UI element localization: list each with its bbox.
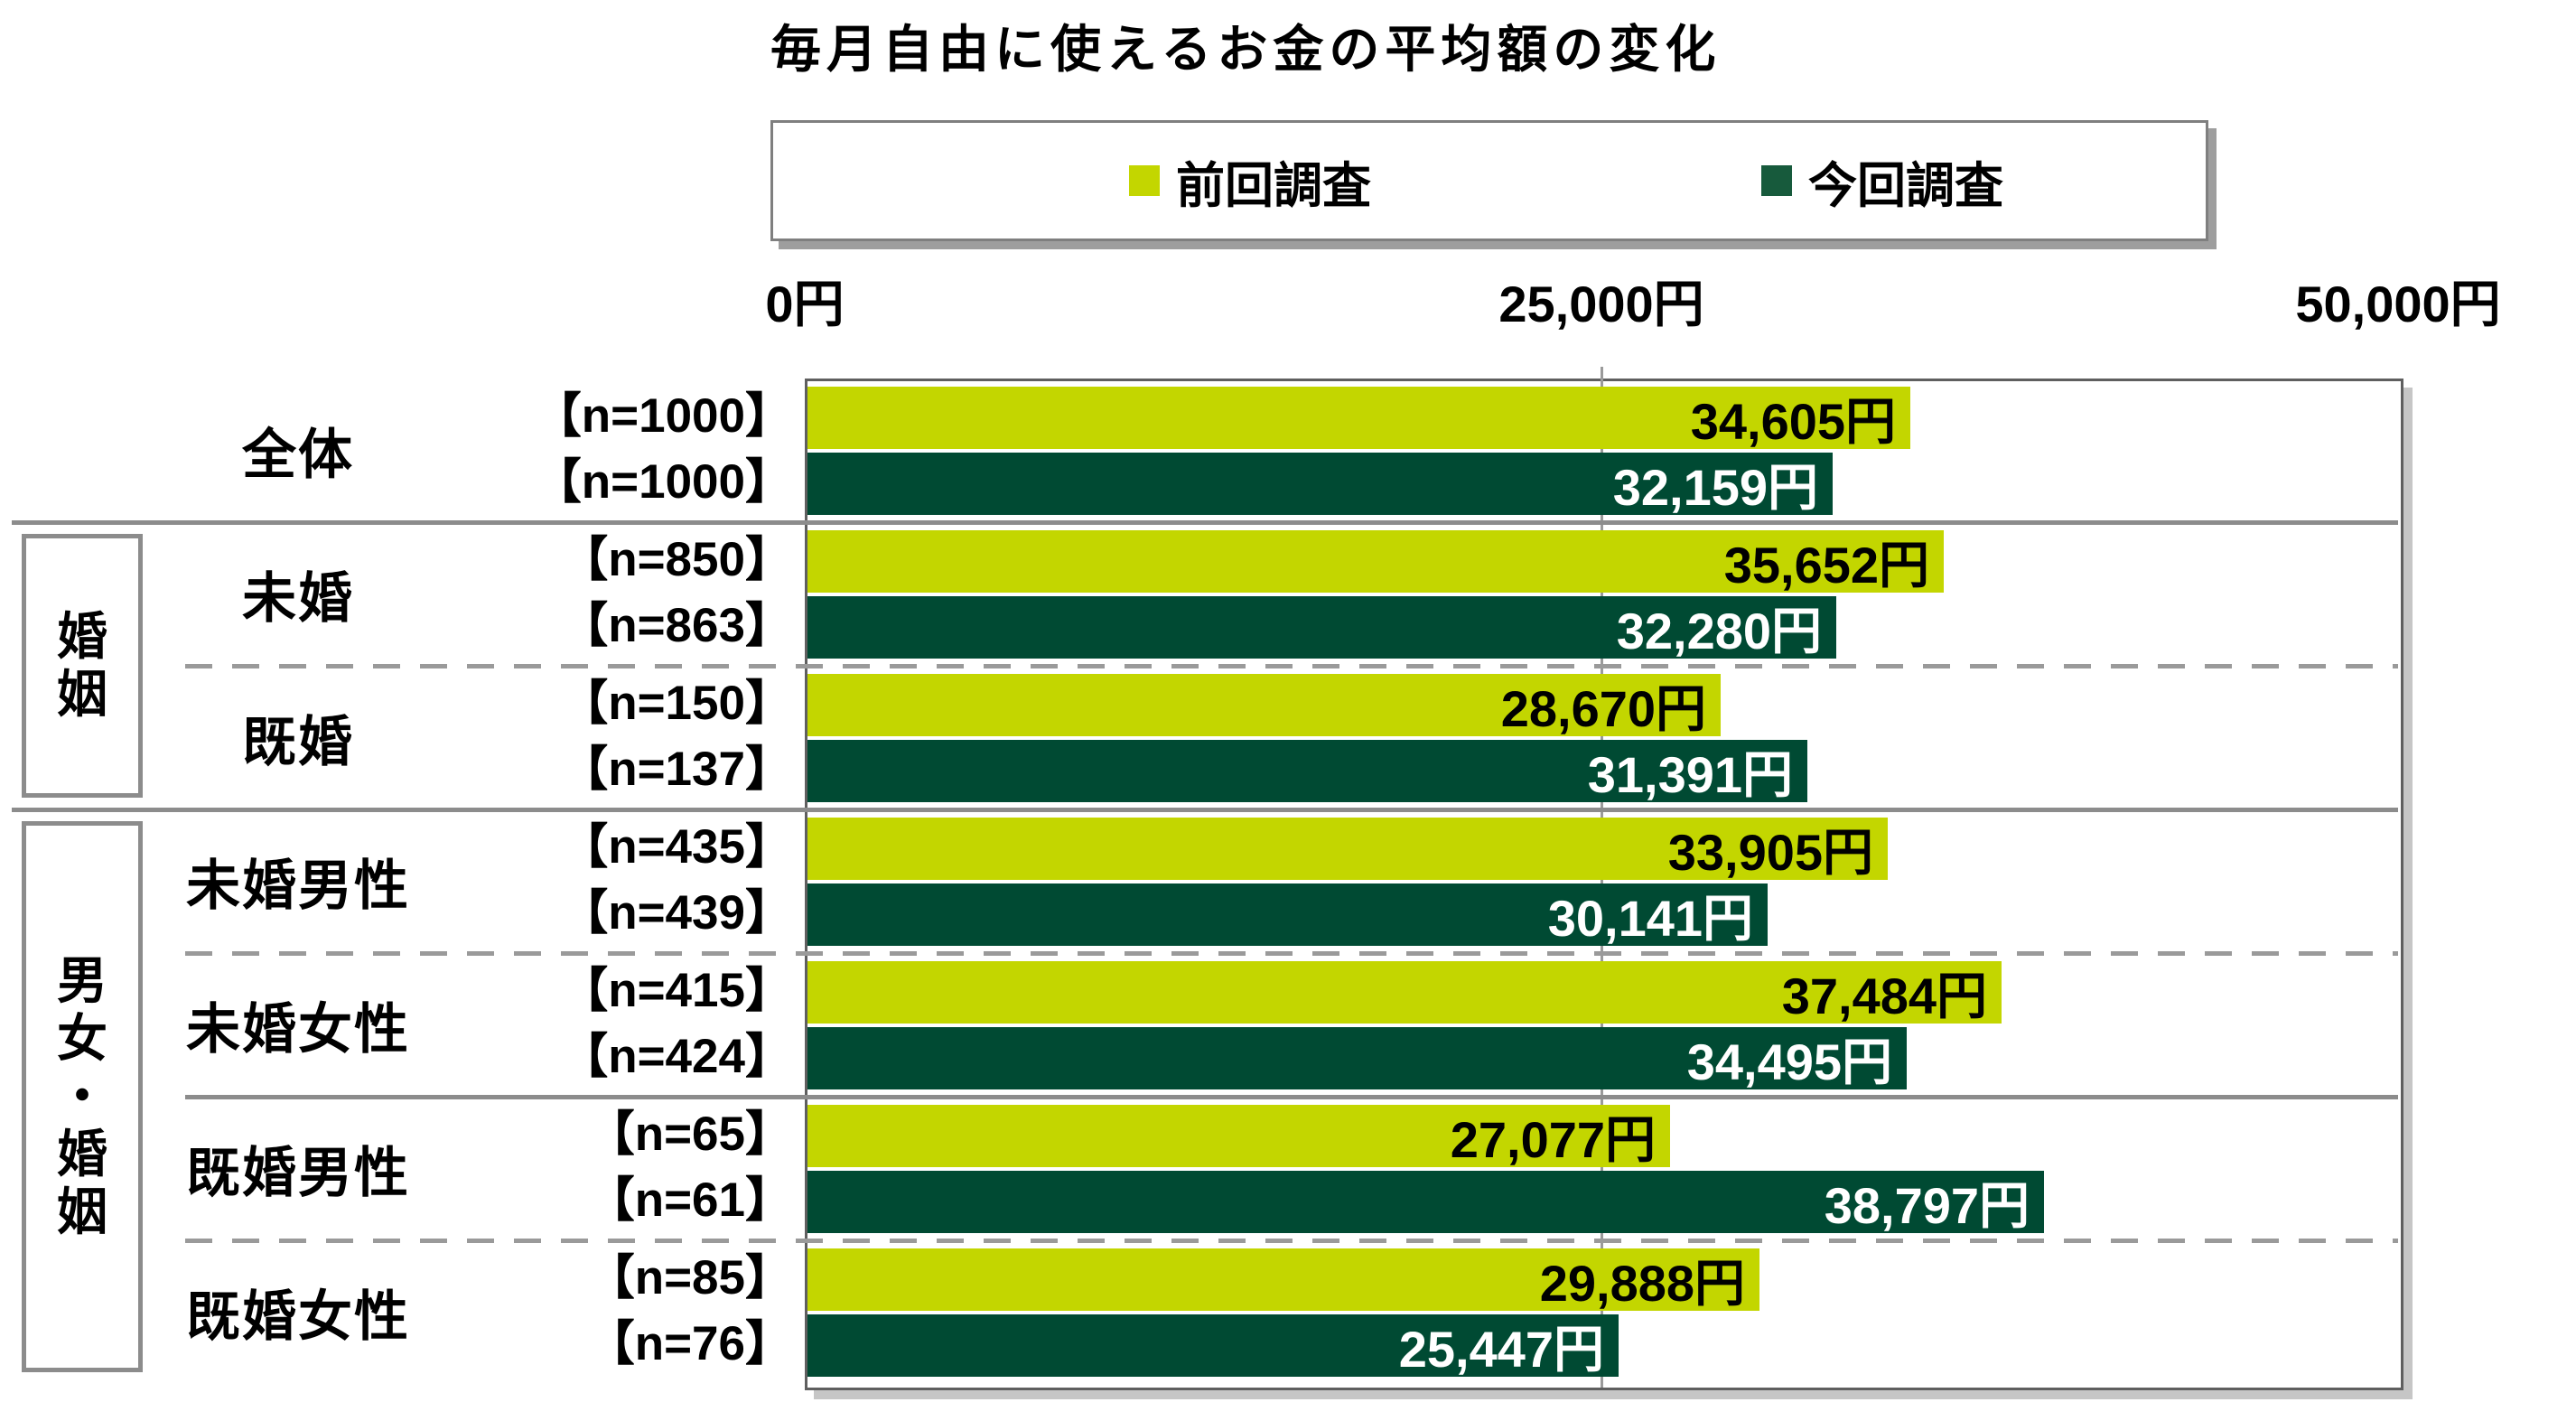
x-axis-tick-25000: 25,000円 [1498,276,1704,332]
group-box-0-char-1: 姻 [57,666,107,723]
category-label-0: 全体 [242,425,354,485]
category-label-1: 未婚 [242,568,354,629]
group-box-0-char-0: 婚 [57,608,107,665]
separator-4 [185,1095,2398,1099]
bar-previous-4: 37,484円 [807,961,2002,1024]
chart-title: 毎月自由に使えるお金の平均額の変化 [770,21,1722,78]
group-box-1-char-2: ・ [57,1068,107,1125]
bar-value-current-6: 25,447円 [1398,1321,1604,1378]
group-box-1: 男女・婚姻 [22,821,143,1372]
bar-value-current-1: 32,280円 [1616,603,1822,659]
bar-value-previous-1: 35,652円 [1723,537,1929,594]
n-label-current-4: 【n=424】 [560,1030,793,1083]
group-box-1-char-4: 姻 [57,1183,107,1240]
n-label-previous-4: 【n=415】 [560,964,793,1017]
n-label-current-0: 【n=1000】 [533,455,793,509]
separator-3 [185,951,2398,956]
x-axis-tick-0: 0円 [765,276,845,332]
plot-area: 34,605円 32,159円 35,652円 32,280円 28,670円 31,39… [805,367,2403,1390]
n-label-current-1: 【n=863】 [560,599,793,652]
bar-current-4: 34,495円 [807,1027,1907,1090]
category-label-2: 既婚 [242,712,354,772]
n-label-previous-5: 【n=65】 [586,1108,793,1161]
bar-current-3: 30,141円 [807,883,1768,947]
separator-5 [185,1239,2398,1243]
legend-swatch-previous-icon [1129,165,1160,196]
legend-box: 前回調査 今回調査 [770,120,2208,241]
legend-label-previous: 前回調査 [1176,158,1371,213]
bar-value-current-0: 32,159円 [1612,459,1818,516]
group-box-1-char-0: 男 [57,952,107,1009]
x-axis-tick-50000: 50,000円 [2295,276,2501,332]
bar-value-previous-5: 27,077円 [1450,1111,1656,1168]
separator-1 [185,664,2398,668]
n-label-previous-1: 【n=850】 [560,533,793,586]
category-label-6: 既婚女性 [186,1286,410,1347]
n-label-previous-3: 【n=435】 [560,820,793,874]
n-label-previous-0: 【n=1000】 [533,389,793,443]
bar-previous-6: 29,888円 [807,1248,1759,1312]
category-label-3: 未婚男性 [186,855,410,916]
bar-previous-5: 27,077円 [807,1105,1670,1168]
bar-value-previous-4: 37,484円 [1781,968,1987,1024]
separator-2 [12,808,2398,812]
legend-item-previous: 前回調査 [1129,123,1371,238]
bar-value-current-4: 34,495円 [1686,1033,1892,1090]
bar-previous-0: 34,605円 [807,387,1910,450]
n-label-current-5: 【n=61】 [586,1173,793,1227]
n-label-current-6: 【n=76】 [586,1317,793,1370]
bar-current-6: 25,447円 [807,1314,1619,1378]
category-label-4: 未婚女性 [186,999,410,1060]
bar-current-1: 32,280円 [807,596,1836,659]
bar-previous-2: 28,670円 [807,674,1721,737]
group-box-1-char-1: 女 [57,1010,107,1067]
bar-value-previous-3: 33,905円 [1667,824,1873,881]
bar-value-current-3: 30,141円 [1547,890,1753,947]
group-box-1-char-3: 婚 [57,1126,107,1183]
n-label-current-2: 【n=137】 [560,743,793,796]
n-label-previous-2: 【n=150】 [560,677,793,730]
category-label-5: 既婚男性 [186,1143,410,1203]
bar-current-0: 32,159円 [807,453,1833,516]
legend-swatch-current-icon [1761,165,1792,196]
bar-value-current-2: 31,391円 [1587,746,1793,803]
bar-value-current-5: 38,797円 [1824,1177,2030,1234]
legend-label-current: 今回調査 [1808,158,2003,213]
bar-current-5: 38,797円 [807,1171,2044,1234]
bar-value-previous-0: 34,605円 [1690,393,1896,450]
legend-item-current: 今回調査 [1761,123,2003,238]
n-label-current-3: 【n=439】 [560,886,793,940]
bar-value-previous-6: 29,888円 [1539,1255,1745,1312]
bar-value-previous-2: 28,670円 [1500,680,1706,737]
group-box-0: 婚姻 [22,534,143,798]
separator-0 [12,520,2398,525]
bar-previous-1: 35,652円 [807,530,1944,594]
bar-previous-3: 33,905円 [807,818,1888,881]
n-label-previous-6: 【n=85】 [586,1251,793,1304]
bar-current-2: 31,391円 [807,740,1807,803]
